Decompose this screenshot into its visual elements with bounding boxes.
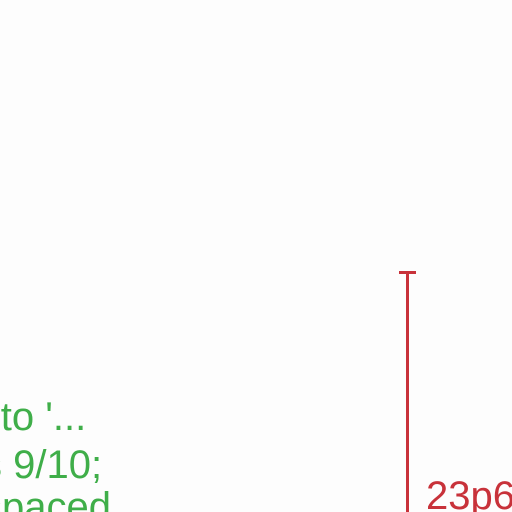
annotation-line-2: s 9/10; (0, 443, 103, 487)
marker-stem (406, 271, 409, 512)
annotation-line-2-text: s 9/10; (0, 443, 103, 487)
annotation-line-3-text: spaced (0, 485, 111, 512)
red-vertical-marker (399, 271, 416, 512)
annotation-line-1: ' to '... (0, 395, 87, 439)
annotation-line-3: spaced (0, 485, 111, 512)
annotation-line-1-text: ' to '... (0, 395, 87, 439)
marker-label: 23p6 (426, 474, 512, 512)
